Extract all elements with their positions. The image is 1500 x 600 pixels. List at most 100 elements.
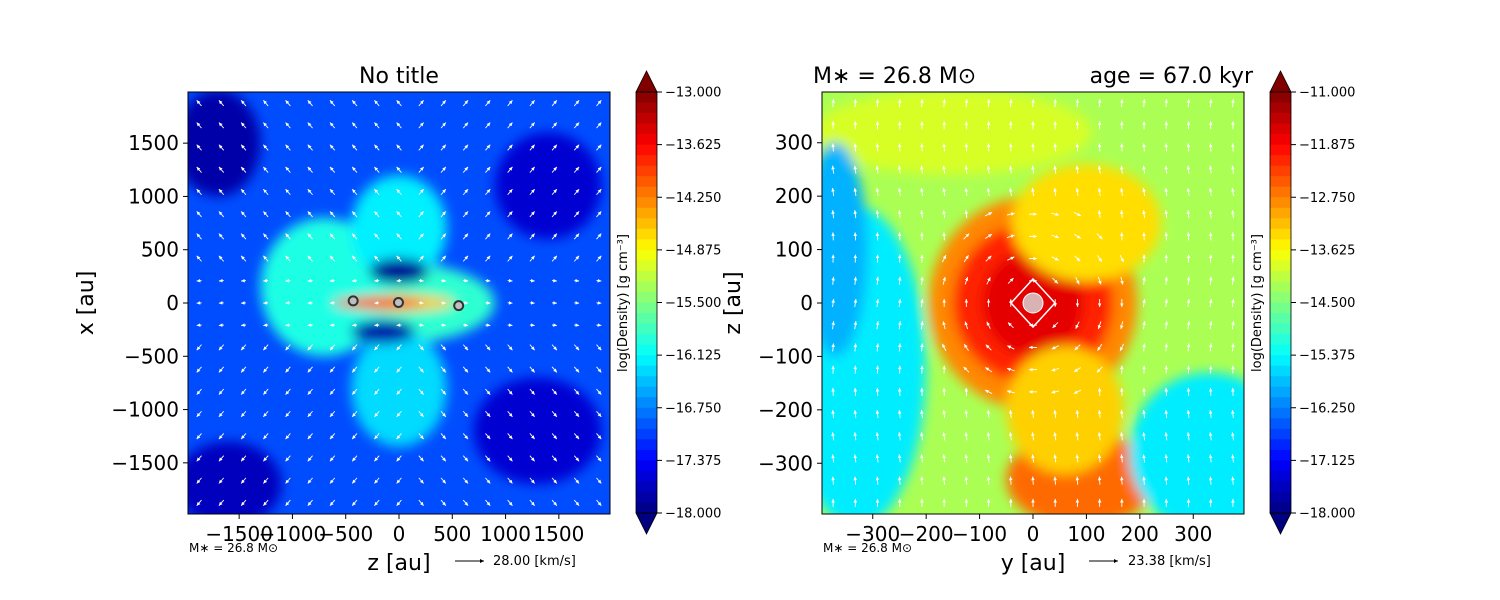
velocity-arrow — [964, 321, 969, 330]
velocity-arrow — [573, 455, 580, 462]
velocity-arrow — [986, 432, 991, 441]
velocity-arrow — [307, 388, 313, 395]
velocity-arrow — [596, 122, 602, 129]
velocity-arrow — [440, 344, 447, 351]
velocity-arrow — [853, 165, 858, 174]
velocity-arrow — [986, 99, 991, 108]
velocity-arrow — [529, 144, 536, 151]
velocity-arrow — [964, 409, 969, 419]
velocity-arrow — [1052, 322, 1059, 329]
velocity-arrow — [374, 255, 380, 262]
velocity-arrow — [374, 100, 380, 107]
velocity-arrow — [374, 144, 380, 151]
velocity-arrow — [1231, 432, 1235, 441]
velocity-arrow — [875, 187, 880, 197]
velocity-arrow — [942, 187, 946, 197]
velocity-arrow — [1142, 409, 1146, 419]
velocity-arrow — [374, 366, 380, 373]
velocity-arrow — [875, 298, 880, 308]
velocity-arrow — [374, 211, 380, 218]
velocity-arrow — [529, 477, 536, 484]
velocity-arrow — [196, 499, 202, 506]
velocity-arrow — [351, 233, 358, 240]
velocity-arrow — [240, 188, 247, 196]
colorbar-band — [1270, 481, 1291, 493]
panel-left-velocity-field — [196, 100, 602, 506]
velocity-arrow — [307, 144, 313, 151]
colorbar-tick-label: −17.375 — [665, 454, 721, 469]
velocity-arrow — [262, 410, 269, 418]
colorbar-band — [1270, 123, 1291, 135]
x-tick-label: 100 — [1067, 522, 1105, 546]
velocity-arrow — [351, 188, 358, 196]
colorbar-band — [636, 439, 657, 451]
velocity-arrow — [573, 233, 580, 240]
velocity-arrow — [1051, 234, 1060, 239]
velocity-arrow — [1142, 454, 1146, 463]
velocity-arrow — [351, 477, 358, 484]
velocity-arrow — [1186, 409, 1191, 419]
colorbar-band — [636, 365, 657, 377]
velocity-arrow — [218, 388, 225, 395]
velocity-arrow — [196, 100, 202, 107]
x-tick-label: 200 — [1121, 522, 1159, 546]
velocity-arrow — [551, 122, 558, 129]
velocity-arrow — [1186, 321, 1191, 330]
velocity-arrow — [351, 344, 358, 351]
velocity-arrow — [1051, 367, 1060, 372]
velocity-arrow — [218, 166, 225, 173]
colorbar-band — [1270, 165, 1291, 177]
velocity-arrow — [596, 144, 602, 151]
velocity-arrow — [1031, 476, 1035, 485]
velocity-arrow — [396, 100, 402, 107]
velocity-arrow — [1142, 432, 1146, 441]
velocity-arrow — [396, 188, 402, 196]
velocity-arrow — [529, 255, 536, 262]
velocity-arrow — [485, 433, 491, 440]
velocity-arrow — [307, 477, 313, 484]
velocity-arrow — [196, 344, 202, 351]
colorbar-band — [1270, 397, 1291, 409]
velocity-arrow — [831, 476, 835, 485]
velocity-arrow — [351, 255, 358, 262]
velocity-arrow — [1120, 143, 1124, 152]
density-blob — [351, 320, 415, 344]
velocity-arrow — [1097, 210, 1102, 219]
velocity-arrow — [1031, 454, 1035, 463]
velocity-arrow — [418, 100, 424, 107]
x-tick-label: 300 — [1174, 522, 1212, 546]
velocity-arrow — [307, 211, 313, 218]
colorbar-band — [636, 323, 657, 335]
velocity-arrow — [307, 255, 313, 262]
velocity-arrow — [1051, 256, 1059, 261]
velocity-arrow — [285, 188, 291, 196]
sink-marker — [1009, 277, 1057, 329]
velocity-arrow — [196, 233, 202, 240]
colorbar-band — [636, 102, 657, 114]
velocity-arrow — [262, 144, 269, 151]
velocity-arrow — [396, 455, 402, 462]
velocity-arrow — [196, 433, 202, 440]
velocity-arrow — [942, 210, 946, 219]
colorbar-tick-label: −11.000 — [1299, 86, 1355, 101]
velocity-arrow — [262, 344, 269, 351]
velocity-arrow — [462, 433, 469, 440]
velocity-arrow — [1208, 432, 1213, 441]
velocity-arrow — [485, 122, 491, 129]
colorbar-band — [1270, 218, 1291, 230]
panel-right-heatmap — [822, 92, 1244, 514]
panel-right-mass-annotation: M∗ = 26.8 M⊙ — [823, 541, 912, 555]
velocity-arrow — [1119, 343, 1125, 352]
velocity-arrow — [351, 100, 358, 107]
velocity-arrow — [374, 477, 380, 484]
velocity-arrow — [240, 233, 247, 240]
colorbar-band — [1270, 249, 1291, 261]
velocity-arrow — [396, 122, 402, 129]
velocity-arrow — [529, 233, 536, 240]
velocity-arrow — [1097, 276, 1102, 285]
velocity-arrow — [1164, 343, 1169, 352]
velocity-arrow — [196, 388, 202, 395]
velocity-arrow — [1186, 454, 1191, 463]
velocity-arrow — [920, 99, 924, 108]
panel-right-colorbar-extend-bottom — [1269, 512, 1292, 535]
